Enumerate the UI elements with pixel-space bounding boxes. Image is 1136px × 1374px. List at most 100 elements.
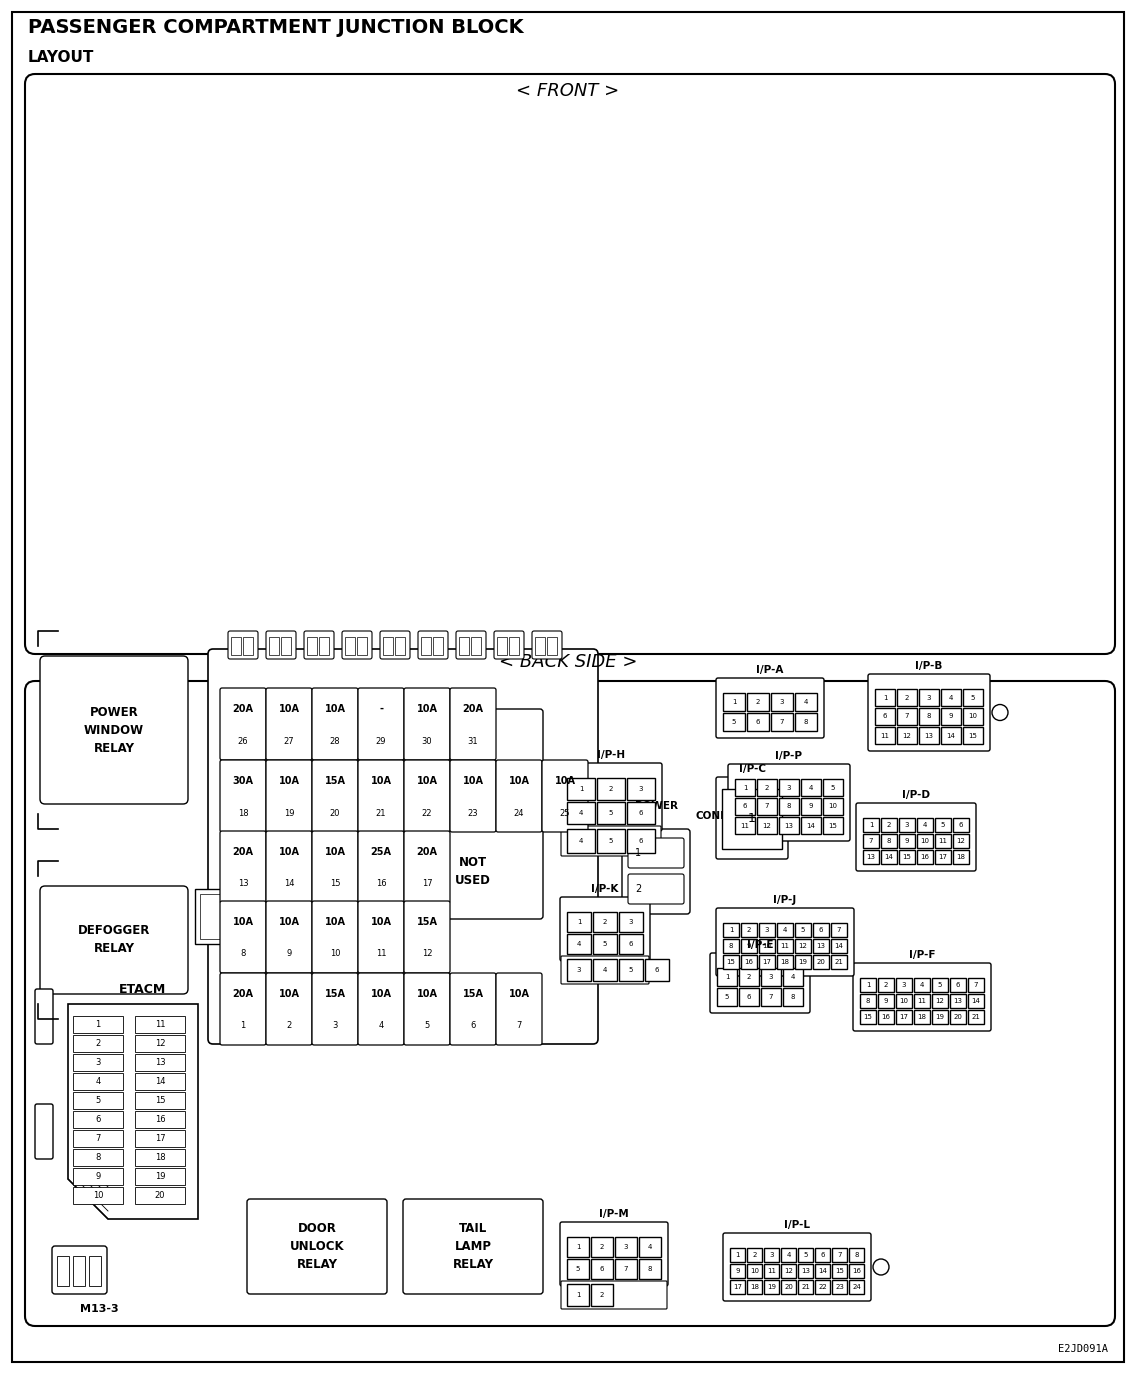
Bar bbox=[741, 923, 757, 937]
Text: 3: 3 bbox=[904, 822, 909, 829]
Text: 3: 3 bbox=[577, 967, 582, 973]
Bar bbox=[319, 638, 329, 655]
Bar bbox=[875, 688, 895, 706]
Text: LAMP: LAMP bbox=[454, 750, 492, 763]
Text: TAIL: TAIL bbox=[459, 1221, 487, 1235]
Bar bbox=[567, 829, 595, 853]
Bar bbox=[735, 779, 755, 796]
Bar bbox=[953, 851, 969, 864]
Text: 1: 1 bbox=[635, 848, 641, 857]
FancyBboxPatch shape bbox=[494, 631, 524, 660]
Text: 9: 9 bbox=[746, 943, 751, 949]
Text: 4: 4 bbox=[378, 1021, 384, 1030]
Bar bbox=[801, 779, 821, 796]
Bar bbox=[932, 993, 949, 1009]
FancyBboxPatch shape bbox=[450, 760, 496, 833]
Bar bbox=[899, 834, 914, 848]
Text: PASSENGER COMPARTMENT JUNCTION BLOCK: PASSENGER COMPARTMENT JUNCTION BLOCK bbox=[28, 18, 524, 37]
Text: 1: 1 bbox=[725, 974, 729, 980]
Text: 3: 3 bbox=[927, 694, 932, 701]
Text: 27: 27 bbox=[284, 736, 294, 746]
FancyBboxPatch shape bbox=[628, 838, 684, 868]
Bar bbox=[813, 955, 829, 969]
Text: 4: 4 bbox=[949, 694, 953, 701]
Text: 2: 2 bbox=[752, 1252, 757, 1259]
FancyBboxPatch shape bbox=[266, 901, 312, 973]
Bar bbox=[832, 1281, 847, 1294]
Text: 16: 16 bbox=[744, 959, 753, 965]
Text: POWER: POWER bbox=[90, 705, 139, 719]
FancyBboxPatch shape bbox=[857, 802, 976, 871]
FancyBboxPatch shape bbox=[266, 973, 312, 1046]
Bar bbox=[795, 955, 811, 969]
Text: 12: 12 bbox=[799, 943, 808, 949]
FancyBboxPatch shape bbox=[450, 973, 496, 1046]
Text: 5: 5 bbox=[609, 811, 613, 816]
Bar bbox=[135, 1035, 185, 1052]
Text: 9: 9 bbox=[949, 713, 953, 720]
FancyBboxPatch shape bbox=[450, 688, 496, 760]
Bar bbox=[195, 889, 225, 944]
Bar bbox=[281, 638, 291, 655]
FancyBboxPatch shape bbox=[404, 688, 450, 760]
Text: 12: 12 bbox=[784, 1268, 793, 1274]
FancyBboxPatch shape bbox=[403, 1200, 543, 1294]
Bar bbox=[813, 938, 829, 954]
Bar bbox=[459, 638, 469, 655]
Bar bbox=[730, 1248, 745, 1261]
Bar bbox=[73, 1168, 123, 1184]
Text: 7: 7 bbox=[837, 1252, 842, 1259]
Text: 20A: 20A bbox=[233, 989, 253, 999]
FancyBboxPatch shape bbox=[456, 631, 486, 660]
Text: 10A: 10A bbox=[509, 776, 529, 786]
Bar bbox=[591, 1259, 613, 1279]
Text: 1: 1 bbox=[869, 822, 874, 829]
Text: 23: 23 bbox=[468, 808, 478, 818]
FancyBboxPatch shape bbox=[358, 760, 404, 833]
Text: 8: 8 bbox=[648, 1265, 652, 1272]
FancyBboxPatch shape bbox=[304, 631, 334, 660]
Text: 18: 18 bbox=[957, 855, 966, 860]
Text: 8: 8 bbox=[729, 943, 733, 949]
Text: 15: 15 bbox=[727, 959, 735, 965]
FancyBboxPatch shape bbox=[40, 655, 187, 804]
Text: 13: 13 bbox=[925, 732, 934, 738]
Bar bbox=[73, 1054, 123, 1070]
Text: 3: 3 bbox=[769, 1252, 774, 1259]
Text: 9: 9 bbox=[95, 1172, 101, 1182]
Text: 10A: 10A bbox=[554, 776, 576, 786]
Text: 13: 13 bbox=[785, 823, 794, 829]
FancyBboxPatch shape bbox=[25, 682, 1116, 1326]
Bar bbox=[963, 727, 983, 743]
Text: 19: 19 bbox=[799, 959, 808, 965]
Bar bbox=[896, 1010, 912, 1024]
Text: 8: 8 bbox=[866, 998, 870, 1004]
FancyBboxPatch shape bbox=[628, 874, 684, 904]
Text: 9: 9 bbox=[735, 1268, 740, 1274]
FancyBboxPatch shape bbox=[853, 963, 991, 1030]
Text: 15A: 15A bbox=[325, 776, 345, 786]
Bar bbox=[899, 818, 914, 833]
Text: 24: 24 bbox=[852, 1283, 861, 1290]
Text: 13: 13 bbox=[154, 1058, 166, 1068]
Text: I/P-J: I/P-J bbox=[774, 894, 796, 905]
Text: 10: 10 bbox=[762, 943, 771, 949]
Text: 6: 6 bbox=[600, 1265, 604, 1272]
Bar bbox=[593, 934, 617, 954]
Text: 6: 6 bbox=[628, 941, 633, 947]
Text: 9: 9 bbox=[884, 998, 888, 1004]
FancyBboxPatch shape bbox=[404, 901, 450, 973]
Bar bbox=[765, 1264, 779, 1278]
Bar bbox=[813, 923, 829, 937]
Bar bbox=[882, 851, 897, 864]
FancyBboxPatch shape bbox=[25, 74, 1116, 654]
Text: 2: 2 bbox=[884, 982, 888, 988]
Text: 1: 1 bbox=[578, 786, 583, 791]
Text: 1: 1 bbox=[729, 927, 733, 933]
Bar bbox=[935, 818, 951, 833]
Text: 10: 10 bbox=[329, 949, 341, 959]
FancyBboxPatch shape bbox=[403, 824, 543, 919]
Text: 5: 5 bbox=[576, 1265, 580, 1272]
Bar bbox=[567, 959, 591, 981]
Bar bbox=[963, 688, 983, 706]
